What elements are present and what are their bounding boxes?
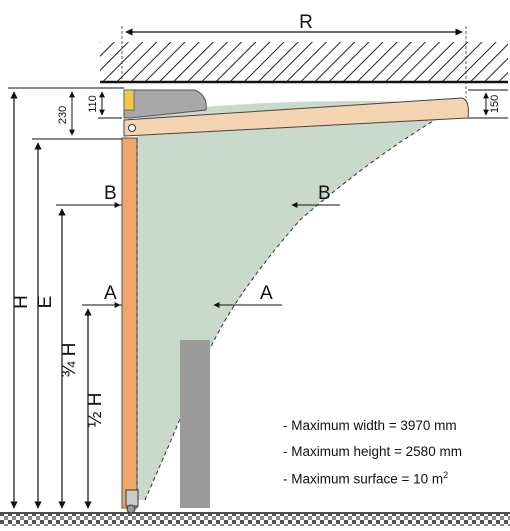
vertical-frame (121, 137, 138, 509)
label-B-left: B (104, 183, 117, 204)
motor-housing (123, 89, 207, 119)
ceiling-hatch (100, 42, 508, 82)
label-three-quarter-H: ¾ H (59, 343, 80, 378)
label-230: 230 (57, 106, 69, 124)
label-A-right: A (260, 283, 273, 304)
awning-fabric (137, 101, 462, 500)
fabric-edge-dashed (144, 103, 463, 501)
label-110: 110 (87, 95, 99, 113)
floor (0, 514, 510, 526)
counterweight-panel (180, 340, 210, 508)
label-half-H: ½ H (85, 393, 106, 428)
label-A-left: A (104, 283, 117, 304)
label-H: H (11, 295, 32, 309)
spec-max-surface-text: - Maximum surface = 10 m (283, 471, 444, 487)
bottom-wheel (126, 504, 136, 514)
label-R: R (299, 12, 313, 33)
label-150: 150 (489, 95, 501, 113)
spec-max-width: - Maximum width = 3970 mm (283, 418, 457, 433)
motor-cap (123, 89, 135, 111)
label-B-right: B (318, 183, 331, 204)
bottom-fixture (125, 489, 139, 507)
arm-pivot (128, 124, 136, 132)
spec-max-surface-sup: 2 (443, 470, 449, 480)
label-E: E (35, 296, 56, 309)
spec-max-height: - Maximum height = 2580 mm (283, 444, 462, 459)
spec-max-surface: - Maximum surface = 10 m2 (283, 470, 448, 487)
